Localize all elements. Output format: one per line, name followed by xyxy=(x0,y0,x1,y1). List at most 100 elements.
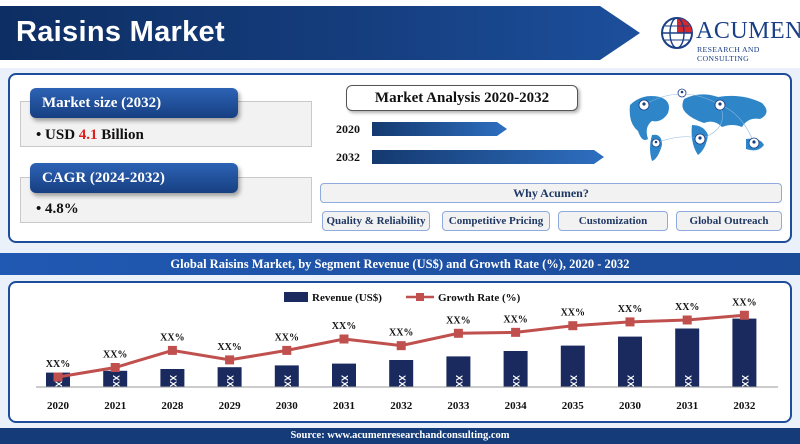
pill-competitive-pricing[interactable]: Competitive Pricing xyxy=(442,211,550,231)
pill-quality-reliability[interactable]: Quality & Reliability xyxy=(322,211,430,231)
revenue-bar xyxy=(503,351,528,387)
revenue-growth-chart: Revenue (US$) Growth Rate (%) XX XX XX XX XX XX… xyxy=(36,292,778,412)
growth-label: XX% xyxy=(732,297,756,308)
globe-logo-icon xyxy=(661,17,693,49)
revenue-bar-label: XX xyxy=(111,375,121,387)
growth-label: XX% xyxy=(160,332,184,343)
world-network-illustration xyxy=(629,88,767,161)
growth-marker xyxy=(339,334,349,344)
x-tick-label: 2020 xyxy=(47,400,70,412)
growth-marker xyxy=(568,321,578,331)
revenue-bar-label: XX xyxy=(568,375,578,387)
x-tick-label: 2034 xyxy=(505,400,528,412)
acumen-logo[interactable]: ACUMEN RESEARCH AND CONSULTING xyxy=(660,14,800,63)
revenue-bar xyxy=(274,365,299,387)
growth-marker xyxy=(53,372,63,382)
legend-revenue-label: Revenue (US$) xyxy=(312,292,382,304)
cagr-value: • 4.8% xyxy=(36,201,79,218)
summary-panel: Market size (2032) • USD 4.1 Billion CAG… xyxy=(8,73,792,243)
growth-label: XX% xyxy=(217,342,241,353)
growth-label: XX% xyxy=(332,321,356,332)
revenue-bar-label: XX xyxy=(511,375,521,387)
x-tick-label: 2032 xyxy=(733,400,756,412)
header: Raisins Market ACUMEN RESEARCH AND CONSU… xyxy=(0,0,800,68)
revenue-bar xyxy=(560,345,585,387)
revenue-bar xyxy=(217,367,242,387)
pill-customization[interactable]: Customization xyxy=(558,211,668,231)
growth-label: XX% xyxy=(561,308,585,319)
legend-growth-marker xyxy=(416,293,424,301)
revenue-bar-label: XX xyxy=(626,375,636,387)
x-tick-label: 2035 xyxy=(562,400,585,412)
analysis-year-2032: 2032 xyxy=(336,150,360,164)
growth-marker xyxy=(682,315,692,325)
revenue-bar xyxy=(446,356,471,387)
growth-marker xyxy=(511,327,521,337)
growth-label: XX% xyxy=(675,302,699,313)
logo-name: ACUMEN xyxy=(696,18,800,44)
legend-revenue-swatch xyxy=(284,292,308,302)
growth-marker xyxy=(110,363,120,372)
bullet: • xyxy=(36,201,42,217)
growth-marker xyxy=(396,341,406,351)
revenue-bar xyxy=(160,369,185,387)
revenue-bar-label: XX xyxy=(454,375,464,387)
revenue-bar-label: XX xyxy=(168,375,178,387)
revenue-bar-label: XX xyxy=(340,375,350,387)
analysis-bar-2032 xyxy=(372,150,604,164)
growth-label: XX% xyxy=(103,350,127,361)
x-tick-label: 2021 xyxy=(104,400,126,412)
revenue-bar-label: XX xyxy=(282,375,292,387)
page-title: Raisins Market xyxy=(16,16,225,48)
market-size-suffix: Billion xyxy=(97,127,144,143)
chart-panel xyxy=(8,281,792,423)
growth-label: XX% xyxy=(389,328,413,339)
x-tick-label: 2033 xyxy=(447,400,470,412)
growth-marker xyxy=(739,310,749,320)
analysis-bar-2020 xyxy=(372,122,507,136)
growth-marker xyxy=(625,317,635,327)
growth-marker xyxy=(225,355,235,365)
market-size-value: • USD 4.1 Billion xyxy=(36,127,144,144)
x-tick-label: 2028 xyxy=(161,400,184,412)
growth-label: XX% xyxy=(46,359,70,370)
revenue-bar-label: XX xyxy=(397,375,407,387)
revenue-bar xyxy=(389,360,414,387)
revenue-bar-label: XX xyxy=(683,375,693,387)
revenue-bar xyxy=(103,370,128,387)
why-acumen-heading: Why Acumen? xyxy=(320,183,782,203)
x-tick-label: 2032 xyxy=(390,400,413,412)
chart-title: Global Raisins Market, by Segment Revenu… xyxy=(0,253,800,275)
logo-tagline: RESEARCH AND CONSULTING xyxy=(697,45,760,63)
title-banner xyxy=(0,6,640,60)
x-tick-label: 2031 xyxy=(333,400,355,412)
x-tick-label: 2030 xyxy=(276,400,299,412)
growth-marker xyxy=(282,345,292,355)
growth-label: XX% xyxy=(275,332,299,343)
growth-label: XX% xyxy=(446,315,470,326)
bullet: • xyxy=(36,127,42,143)
x-tick-label: 2029 xyxy=(219,400,242,412)
revenue-bar xyxy=(732,318,757,387)
analysis-year-2020: 2020 xyxy=(336,122,360,136)
cagr-label: CAGR (2024-2032) xyxy=(30,163,238,193)
market-size-prefix: USD xyxy=(45,127,79,143)
x-tick-label: 2030 xyxy=(619,400,642,412)
revenue-bar-label: XX xyxy=(740,375,750,387)
growth-label: XX% xyxy=(618,304,642,315)
legend-growth-label: Growth Rate (%) xyxy=(438,292,521,304)
pill-global-outreach[interactable]: Global Outreach xyxy=(676,211,782,231)
revenue-bar xyxy=(618,336,642,387)
growth-label: XX% xyxy=(503,314,527,325)
source-footer[interactable]: Source: www.acumenresearchandconsulting.… xyxy=(0,428,800,444)
revenue-bar-label: XX xyxy=(225,375,235,387)
market-size-label: Market size (2032) xyxy=(30,88,238,118)
market-analysis-title: Market Analysis 2020-2032 xyxy=(346,85,578,111)
revenue-bar xyxy=(332,363,356,387)
growth-marker xyxy=(167,345,177,355)
revenue-bar xyxy=(675,328,700,387)
growth-marker xyxy=(453,328,463,338)
market-size-number: 4.1 xyxy=(78,127,98,143)
cagr-number: 4.8% xyxy=(45,201,79,217)
x-tick-label: 2031 xyxy=(676,400,698,412)
